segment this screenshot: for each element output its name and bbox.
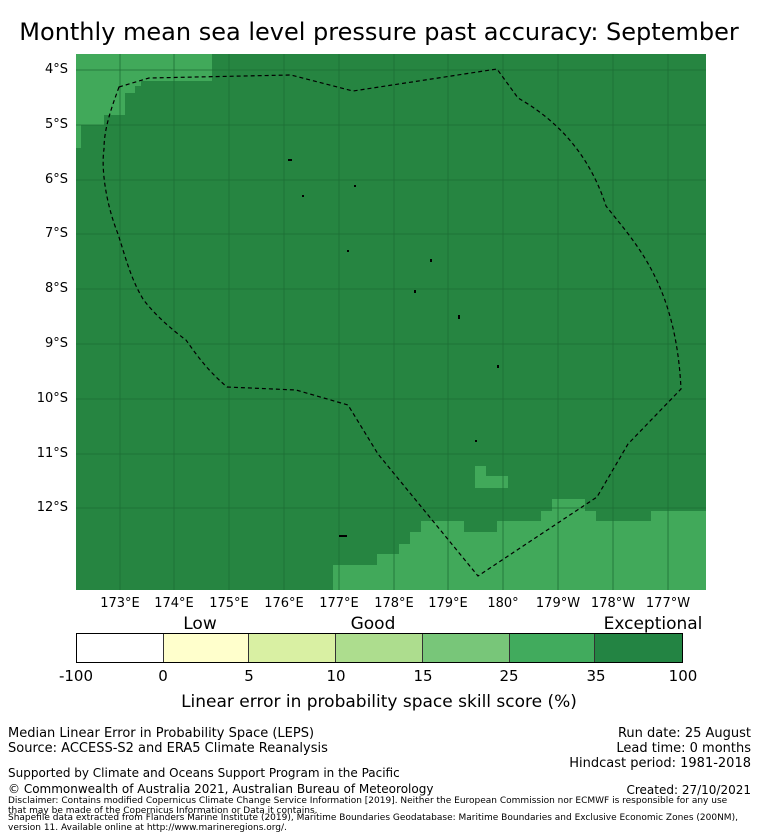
lat-label: 7°S bbox=[44, 226, 68, 241]
colorbar-segment bbox=[336, 634, 423, 662]
colorbar bbox=[76, 633, 683, 663]
lon-label: 178°E bbox=[374, 596, 414, 611]
colorbar-tick: 15 bbox=[413, 667, 433, 685]
lon-label: 179°W bbox=[535, 596, 581, 611]
colorbar-tick: 5 bbox=[244, 667, 254, 685]
lon-label: 173°E bbox=[100, 596, 140, 611]
colorbar-segment bbox=[77, 634, 164, 662]
map-background-exceptional bbox=[76, 54, 706, 590]
colorbar-tick: 0 bbox=[158, 667, 168, 685]
colorbar-segment bbox=[163, 634, 250, 662]
colorbar-segment bbox=[249, 634, 337, 662]
colorbar-tick: 25 bbox=[499, 667, 519, 685]
colorbar-title: Linear error in probability space skill … bbox=[181, 692, 577, 712]
category-label-low: Low bbox=[183, 614, 217, 634]
hindcast-text: Hindcast period: 1981-2018 bbox=[569, 756, 751, 771]
islands bbox=[288, 159, 499, 537]
lon-label: 180° bbox=[487, 596, 519, 611]
disclaimer-line: that may be made of the Copernicus Infor… bbox=[8, 806, 318, 816]
colorbar-tick: 100 bbox=[668, 667, 698, 685]
colorbar-segment bbox=[422, 634, 510, 662]
lon-label: 177°E bbox=[319, 596, 359, 611]
metric-text: Median Linear Error in Probability Space… bbox=[8, 726, 315, 741]
colorbar-tick: 10 bbox=[326, 667, 346, 685]
category-label-exceptional: Exceptional bbox=[603, 614, 703, 634]
category-label-good: Good bbox=[350, 614, 396, 634]
lon-label: 179°E bbox=[428, 596, 468, 611]
created-text: Created: 27/10/2021 bbox=[626, 783, 751, 797]
source-text: Source: ACCESS-S2 and ERA5 Climate Reana… bbox=[8, 741, 328, 756]
skill-map bbox=[76, 54, 706, 590]
copyright-text: © Commonwealth of Australia 2021, Austra… bbox=[8, 782, 434, 796]
lat-label: 4°S bbox=[44, 62, 68, 77]
lat-label: 5°S bbox=[44, 117, 68, 132]
colorbar-tick: -100 bbox=[58, 667, 94, 685]
map-gridlines bbox=[76, 54, 706, 590]
shapefile-line: Shapefile data extracted from Flanders M… bbox=[8, 813, 738, 823]
lat-label: 10°S bbox=[36, 391, 68, 406]
shapefile-line: version 11. Available online at http://w… bbox=[8, 823, 287, 833]
colorbar-segment bbox=[595, 634, 683, 662]
lon-label: 176°E bbox=[264, 596, 304, 611]
lon-label: 175°E bbox=[209, 596, 249, 611]
colorbar-segment bbox=[509, 634, 596, 662]
run-date-text: Run date: 25 August bbox=[617, 726, 751, 741]
map-title: Monthly mean sea level pressure past acc… bbox=[19, 18, 739, 46]
disclaimer-line: Disclaimer: Contains modified Copernicus… bbox=[8, 796, 728, 806]
lon-label: 177°W bbox=[645, 596, 691, 611]
lat-label: 11°S bbox=[36, 446, 68, 461]
lon-label: 178°W bbox=[590, 596, 636, 611]
lon-label: 174°E bbox=[154, 596, 194, 611]
lat-label: 9°S bbox=[44, 336, 68, 351]
lead-time-text: Lead time: 0 months bbox=[616, 741, 751, 756]
lat-label: 8°S bbox=[44, 281, 68, 296]
lat-label: 6°S bbox=[44, 172, 68, 187]
lat-label: 12°S bbox=[36, 500, 68, 515]
colorbar-tick: 35 bbox=[586, 667, 606, 685]
support-text: Supported by Climate and Oceans Support … bbox=[8, 766, 400, 780]
